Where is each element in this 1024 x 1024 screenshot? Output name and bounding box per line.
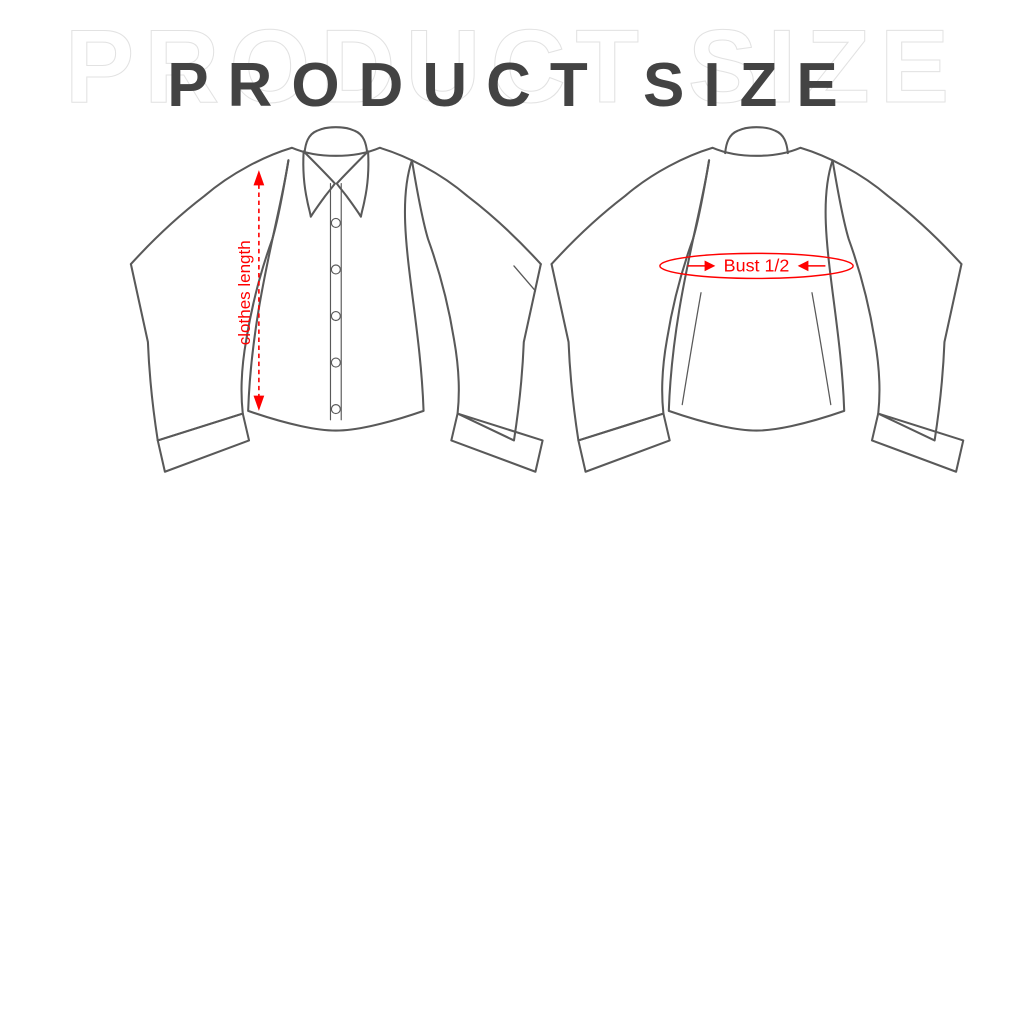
- svg-text:clothes length: clothes length: [235, 240, 254, 345]
- svg-text:Bust 1/2: Bust 1/2: [724, 255, 790, 275]
